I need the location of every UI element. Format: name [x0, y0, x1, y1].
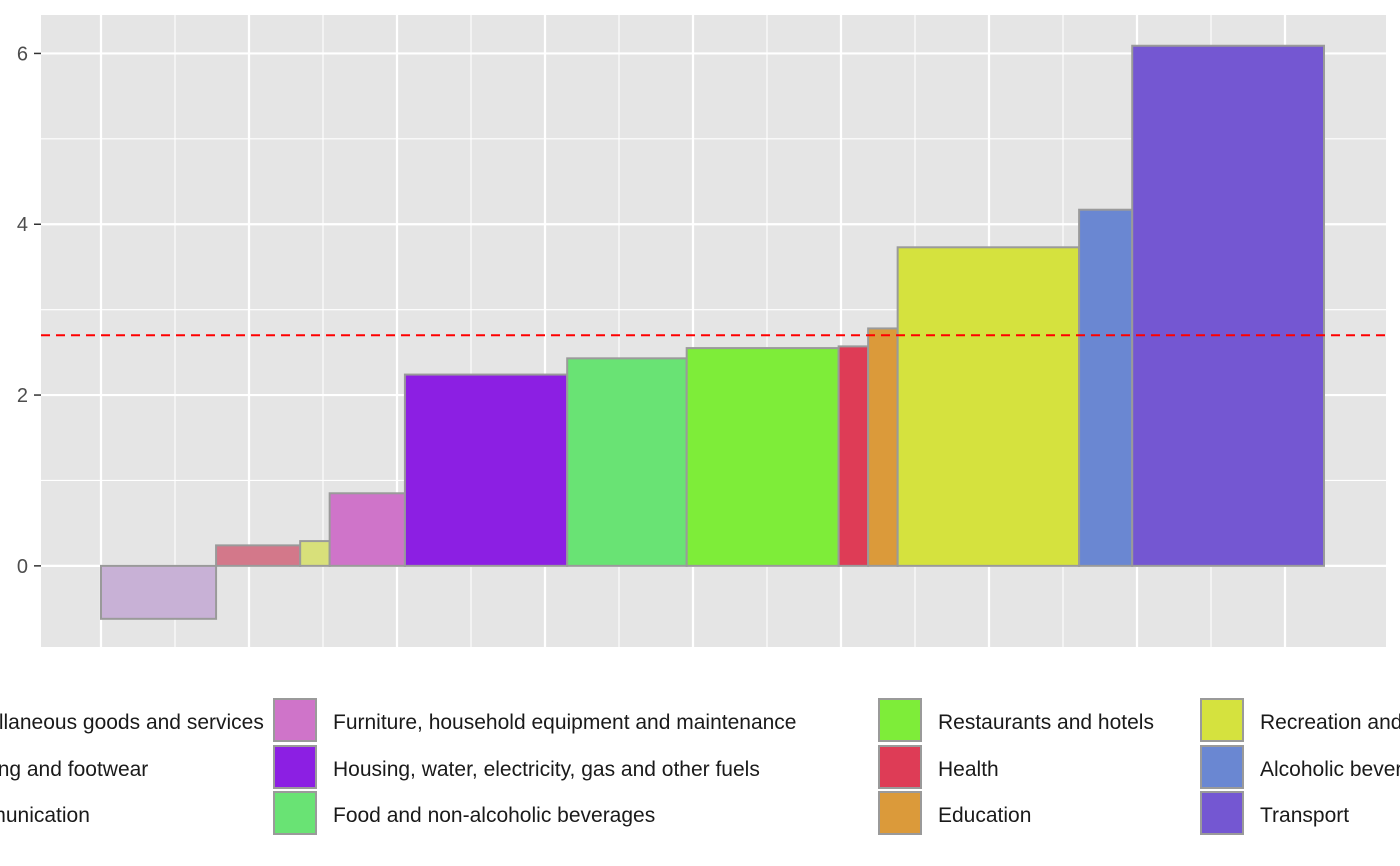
bar-restaurants-and-hotels: [685, 347, 840, 567]
legend-swatch: [878, 791, 922, 835]
legend-label: Recreation and culture: [1260, 711, 1400, 734]
legend-label: Housing, water, electricity, gas and oth…: [333, 758, 760, 781]
legend-swatch: [273, 698, 317, 742]
bar-alcoholic-beverages-tobacco-and-narcotics: [1078, 208, 1134, 567]
legend-label: Alcoholic beverages, tobacco and narcoti…: [1260, 758, 1400, 781]
legend-swatch: [273, 791, 317, 835]
legend-label: Education: [938, 804, 1031, 827]
bars: [100, 44, 1325, 620]
legend-label: Health: [938, 758, 999, 781]
legend: Miscellaneous goods and services Clothing…: [0, 698, 1400, 835]
legend-label: Clothing and footwear: [0, 758, 148, 781]
legend-swatch: [1200, 745, 1244, 789]
legend-swatch: [1200, 791, 1244, 835]
bar-recreation-and-culture: [896, 246, 1081, 567]
bar-miscellaneous-goods-and-services: [100, 564, 218, 620]
legend-swatch: [1200, 698, 1244, 742]
bar-health: [837, 345, 870, 567]
y-tick-label: 0: [17, 556, 28, 578]
legend-swatch: [273, 745, 317, 789]
legend-swatch: [878, 698, 922, 742]
bar-education: [867, 327, 899, 567]
legend-label: Restaurants and hotels: [938, 711, 1154, 734]
legend-label: Miscellaneous goods and services: [0, 711, 264, 734]
legend-swatch: [878, 745, 922, 789]
legend-label: Transport: [1260, 804, 1349, 827]
bar-communication: [299, 540, 331, 567]
legend-label: Food and non-alcoholic beverages: [333, 804, 655, 827]
legend-label: Furniture, household equipment and maint…: [333, 711, 796, 734]
bar-furniture-household-equipment-and-maintenance: [328, 492, 406, 567]
bar-housing-water-electricity-gas-and-other-fuels: [403, 373, 569, 567]
bar-transport: [1131, 44, 1325, 567]
bar-food-and-non-alcoholic-beverages: [566, 357, 688, 567]
y-tick-label: 2: [17, 385, 28, 407]
legend-label: Communication: [0, 804, 90, 827]
y-tick-label: 4: [17, 214, 28, 236]
y-tick-label: 6: [17, 43, 28, 65]
y-axis: 0 2 4 6: [17, 43, 41, 578]
bar-clothing-and-footwear: [215, 544, 302, 567]
